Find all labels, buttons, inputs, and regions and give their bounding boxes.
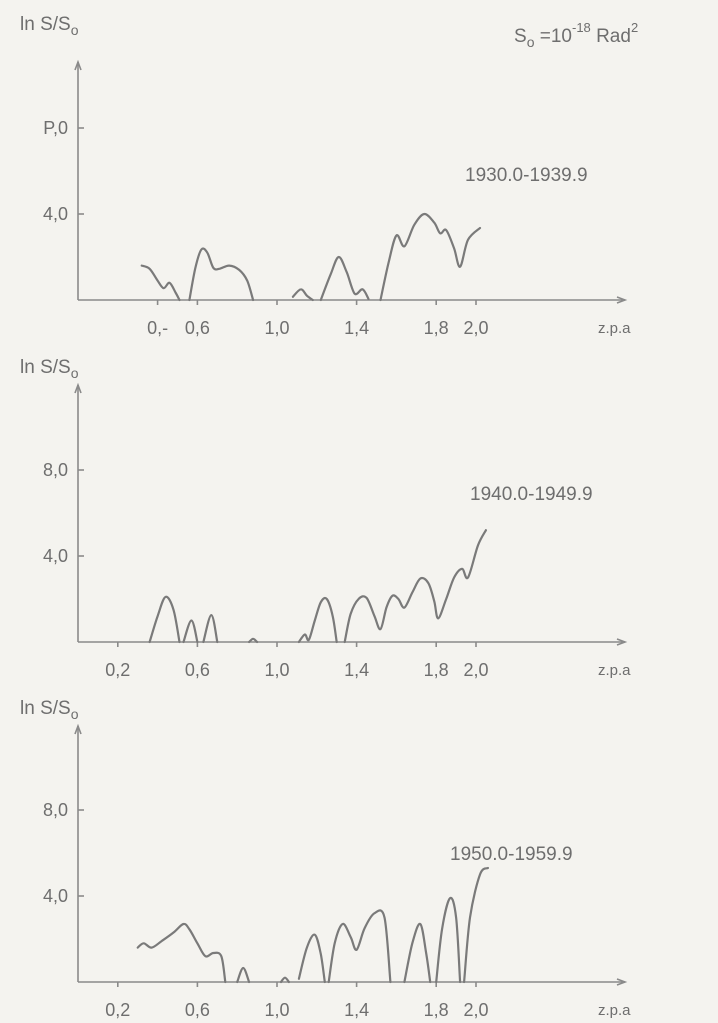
x-tick-label: 2,0 <box>463 318 488 338</box>
x-axis-label: z.p.a <box>598 320 631 337</box>
x-tick-label: 0,2 <box>105 1000 130 1020</box>
x-tick-label: 0,- <box>147 318 168 338</box>
spectrum-curve-segment <box>327 909 392 984</box>
s0-subscript: o <box>527 34 535 50</box>
spectrum-curve-segment <box>379 212 482 302</box>
s0-equals: =10 <box>534 26 572 47</box>
spectrum-curve-segment <box>343 529 487 644</box>
x-tick-label: 1,8 <box>424 318 449 338</box>
y-tick-label: 8,0 <box>43 460 68 480</box>
period-label: 1930.0-1939.9 <box>465 165 588 186</box>
x-tick-label: 1,0 <box>264 1000 289 1020</box>
spectrum-curve-segment <box>202 614 219 644</box>
x-tick-label: 1,8 <box>424 660 449 680</box>
spectrum-curve-segment <box>319 255 370 302</box>
s0-unit: Rad <box>591 26 631 47</box>
x-tick-label: 0,6 <box>185 1000 210 1020</box>
spectrum-curve-segment <box>463 866 489 984</box>
spectrum-curve-segment <box>279 976 290 984</box>
y-tick-label: P,0 <box>43 118 68 138</box>
x-tick-label: 2,0 <box>463 1000 488 1020</box>
spectrum-curve-segment <box>291 288 314 302</box>
svg-text:So =10-18 Rad2: So =10-18 Rad2 <box>514 20 638 50</box>
y-axis-label: ln S/So <box>20 14 79 38</box>
spectrum-curve-segment <box>236 966 251 984</box>
x-tick-label: 2,0 <box>463 660 488 680</box>
spectrum-curve-segment <box>182 619 199 644</box>
y-axis-arrow <box>74 382 82 394</box>
panel-1: ln S/So z.p.a 0,- 0,6 1,0 1,4 1,8 2,0 4,0 P,0 1930… <box>20 14 631 338</box>
x-tick-label: 1,0 <box>264 660 289 680</box>
period-label: 1950.0-1959.9 <box>450 844 573 865</box>
x-axis-label: z.p.a <box>598 662 631 679</box>
x-axis-label: z.p.a <box>598 1002 631 1019</box>
x-tick-label: 1,4 <box>344 318 369 338</box>
x-tick-label: 0,2 <box>105 660 130 680</box>
x-tick-label: 1,8 <box>424 1000 449 1020</box>
spectrum-curve-segment <box>403 922 432 984</box>
y-tick-label: 4,0 <box>43 546 68 566</box>
x-axis-arrow <box>616 638 628 646</box>
spectrum-curve-segment <box>148 595 181 644</box>
spectrum-curve-segment <box>140 264 181 302</box>
x-tick-label: 0,6 <box>185 660 210 680</box>
x-axis-arrow <box>616 978 628 986</box>
s0-definition: So =10-18 Rad2 <box>514 20 638 50</box>
x-tick-label: 1,4 <box>344 1000 369 1020</box>
spectrum-curve-segment <box>435 896 462 984</box>
y-tick-label: 4,0 <box>43 886 68 906</box>
panel-2: ln S/So z.p.a 0,2 0,6 1,0 1,4 1,8 2,0 4,0 8,0 1940… <box>20 357 631 680</box>
x-tick-label: 1,0 <box>264 318 289 338</box>
spectrum-curve-segment <box>136 922 227 984</box>
spectrum-curve-segment <box>188 247 255 302</box>
y-tick-label: 4,0 <box>43 204 68 224</box>
panel-3: ln S/So z.p.a 0,2 0,6 1,0 1,4 1,8 2,0 4,0 8,0 1950… <box>20 698 631 1020</box>
x-tick-label: 0,6 <box>185 318 210 338</box>
spectrum-curve-segment <box>297 596 338 644</box>
y-axis-label: ln S/So <box>20 357 79 381</box>
s0-symbol: S <box>514 26 527 47</box>
period-label: 1940.0-1949.9 <box>470 484 593 505</box>
s0-unit-exponent: 2 <box>631 20 638 35</box>
y-axis-arrow <box>74 59 82 71</box>
y-axis-label: ln S/So <box>20 698 79 722</box>
x-axis-arrow <box>616 296 628 304</box>
y-tick-label: 8,0 <box>43 800 68 820</box>
y-axis-arrow <box>74 723 82 735</box>
spectrum-curve-segment <box>297 933 326 984</box>
s0-exponent: -18 <box>572 20 591 35</box>
spectrum-curve-segment <box>248 637 259 644</box>
x-tick-label: 1,4 <box>344 660 369 680</box>
